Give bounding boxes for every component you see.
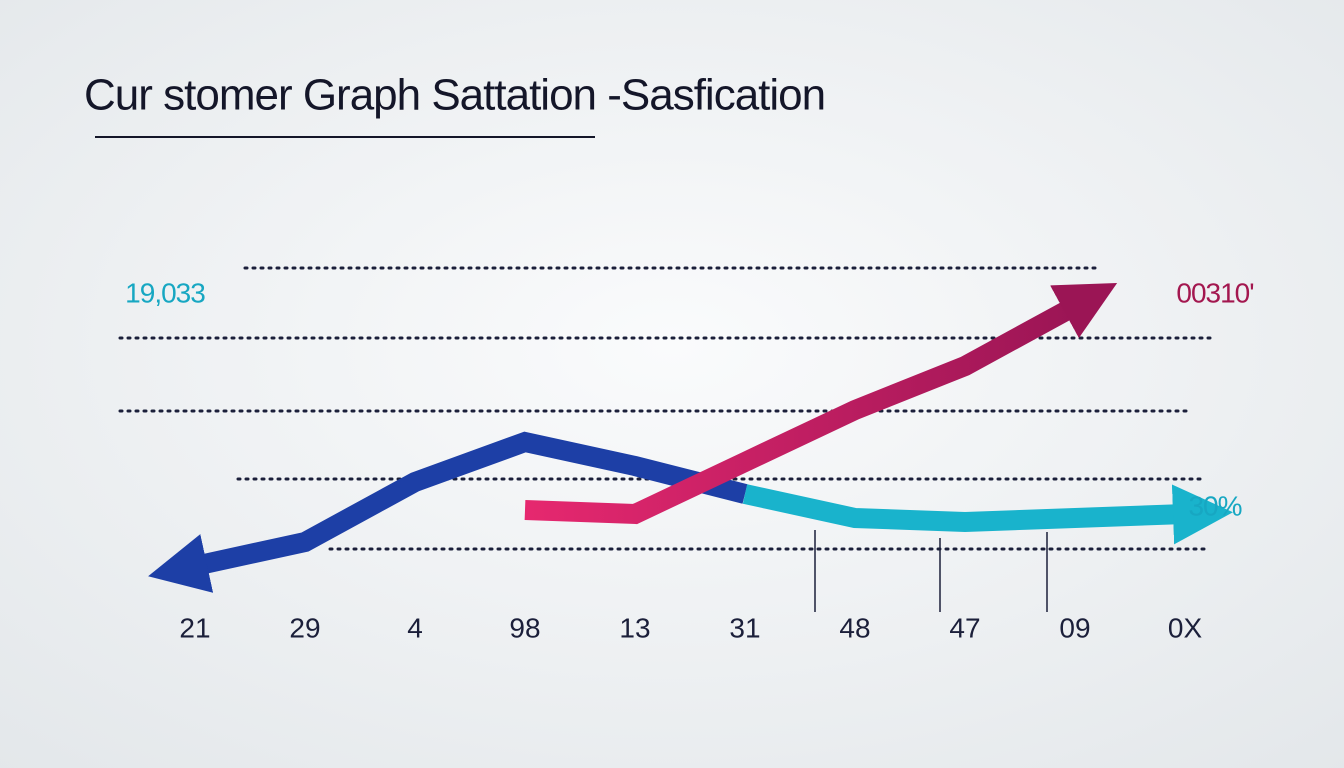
line-series [742,484,1233,545]
line-series [524,283,1118,525]
x-tick-label: 31 [729,612,760,643]
line-series [148,431,748,593]
x-tick-label: 21 [179,612,210,643]
x-tick-label: 47 [949,612,980,643]
annotation: 00310' [1176,277,1253,308]
x-tick-label: 0X [1168,612,1203,643]
chart-title: Cur stomer Graph Sattation -Sasfication [84,71,825,120]
x-tick-label: 98 [509,612,540,643]
annotation: 30% [1188,490,1241,521]
x-tick-label: 09 [1059,612,1090,643]
x-tick-label: 13 [619,612,650,643]
x-tick-label: 4 [407,612,423,643]
x-tick-label: 29 [289,612,320,643]
annotation: 19,033 [125,277,205,308]
x-tick-label: 48 [839,612,870,643]
